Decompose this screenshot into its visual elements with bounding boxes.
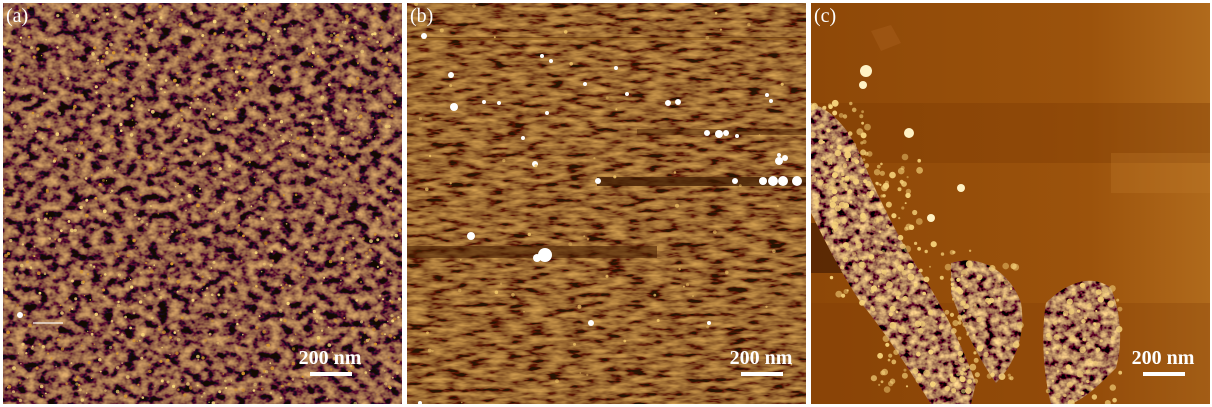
afm-image-a [3,3,402,404]
scale-bar [741,372,783,376]
afm-panel-c: (c) 200 nm [811,3,1210,404]
scale-bar-group: 200 nm [721,347,801,385]
afm-panel-b: (b) 200 nm [407,3,806,404]
panel-label: (b) [410,5,434,27]
scale-bar-label: 200 nm [729,347,793,369]
scale-bar [310,372,352,376]
panel-label: (c) [814,5,837,27]
scale-bar-group: 200 nm [1123,347,1203,385]
scale-bar-label: 200 nm [298,347,362,369]
scale-bar-label: 200 nm [1131,347,1195,369]
afm-panel-a: (a) 200 nm [3,3,402,404]
afm-image-b [407,3,806,404]
scale-bar [1143,372,1185,376]
scale-bar-group: 200 nm [290,347,370,385]
panel-label: (a) [6,5,29,27]
afm-image-c [811,3,1210,404]
